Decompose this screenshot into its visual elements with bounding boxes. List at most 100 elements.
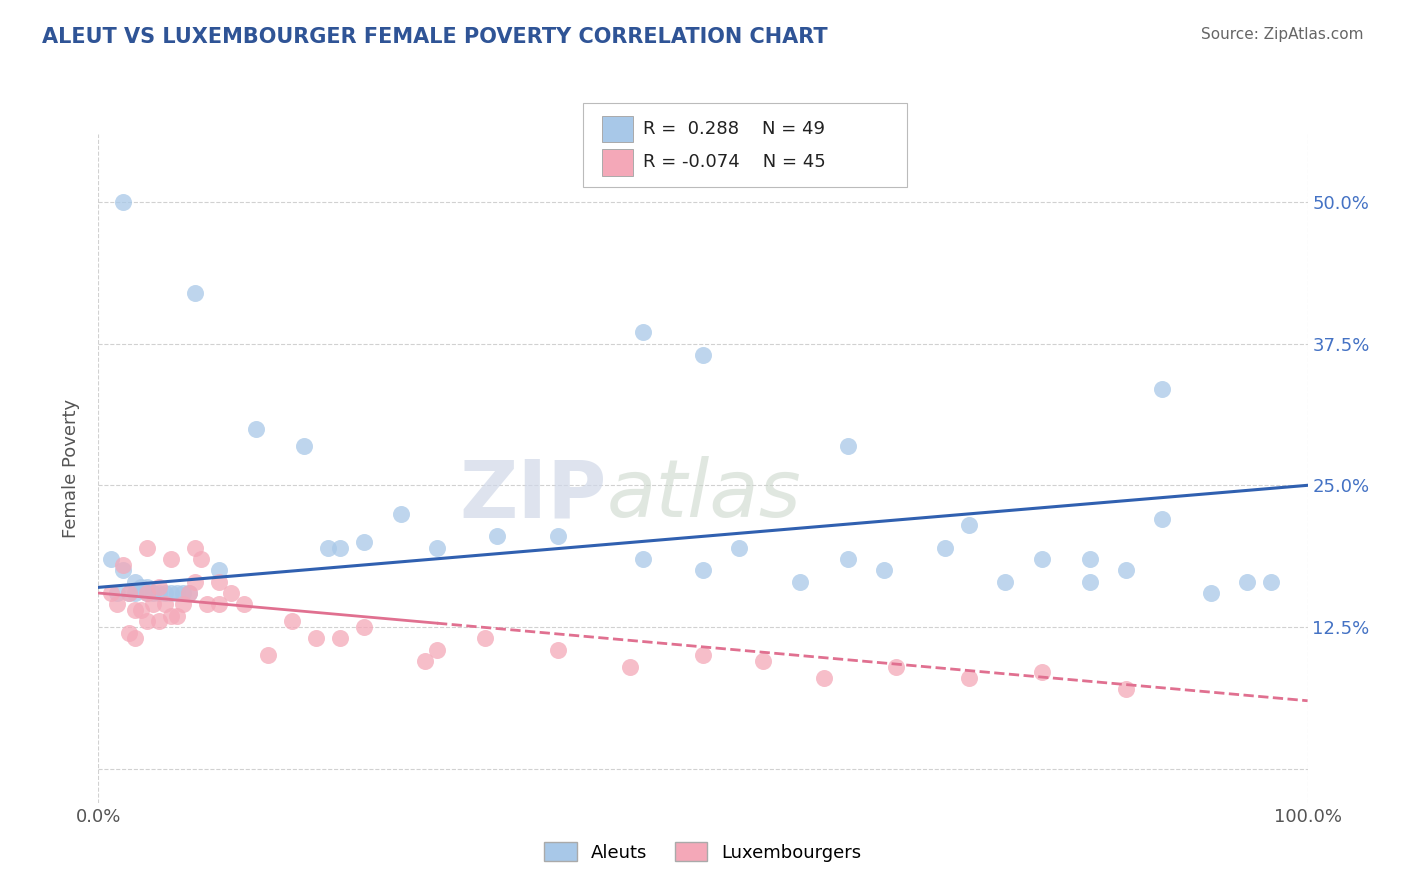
Point: [135, 580, 157, 594]
Point: [179, 586, 201, 600]
Point: [547, 642, 569, 657]
Point: [184, 285, 207, 300]
Point: [486, 529, 509, 543]
Point: [166, 586, 188, 600]
Point: [631, 552, 654, 566]
Point: [245, 422, 267, 436]
Point: [160, 552, 183, 566]
Point: [789, 574, 811, 589]
Point: [148, 580, 170, 594]
Point: [135, 541, 157, 555]
Point: [957, 671, 980, 685]
Text: ALEUT VS LUXEMBOURGER FEMALE POVERTY CORRELATION CHART: ALEUT VS LUXEMBOURGER FEMALE POVERTY COR…: [42, 27, 828, 46]
Point: [124, 586, 146, 600]
Point: [1199, 586, 1222, 600]
Text: R = -0.074    N = 45: R = -0.074 N = 45: [643, 153, 825, 171]
Point: [118, 625, 141, 640]
Point: [135, 586, 157, 600]
Point: [413, 654, 436, 668]
Point: [1115, 563, 1137, 577]
Point: [692, 348, 714, 362]
Point: [994, 574, 1017, 589]
Point: [692, 563, 714, 577]
Point: [305, 632, 328, 646]
Text: atlas: atlas: [606, 456, 801, 534]
Point: [208, 563, 231, 577]
Point: [111, 563, 134, 577]
Point: [129, 580, 152, 594]
Point: [316, 541, 339, 555]
Point: [129, 603, 152, 617]
Point: [153, 586, 176, 600]
Point: [100, 552, 122, 566]
Text: Source: ZipAtlas.com: Source: ZipAtlas.com: [1201, 27, 1364, 42]
Point: [547, 529, 569, 543]
Legend: Aleuts, Luxembourgers: Aleuts, Luxembourgers: [536, 833, 870, 871]
Point: [292, 439, 315, 453]
Point: [195, 598, 218, 612]
Point: [118, 586, 141, 600]
Point: [124, 632, 146, 646]
Point: [752, 654, 775, 668]
Point: [148, 586, 170, 600]
Point: [124, 603, 146, 617]
Point: [111, 194, 134, 209]
Point: [1078, 552, 1101, 566]
Point: [329, 632, 352, 646]
Point: [886, 659, 908, 673]
Point: [142, 586, 165, 600]
Point: [1236, 574, 1258, 589]
Point: [1078, 574, 1101, 589]
Point: [184, 574, 207, 589]
Point: [160, 608, 183, 623]
Point: [728, 541, 751, 555]
Point: [474, 632, 496, 646]
Text: R =  0.288    N = 49: R = 0.288 N = 49: [643, 120, 824, 138]
Point: [631, 325, 654, 339]
Point: [160, 586, 183, 600]
Point: [1115, 682, 1137, 697]
Point: [124, 574, 146, 589]
Point: [1031, 665, 1053, 680]
Point: [172, 598, 194, 612]
Point: [1152, 382, 1174, 396]
Point: [232, 598, 254, 612]
Point: [105, 598, 128, 612]
Point: [135, 586, 157, 600]
Point: [837, 552, 859, 566]
Point: [692, 648, 714, 663]
Point: [208, 598, 231, 612]
Point: [105, 586, 128, 600]
Point: [873, 563, 896, 577]
Point: [426, 541, 449, 555]
Point: [208, 574, 231, 589]
Point: [1152, 512, 1174, 526]
Point: [1031, 552, 1053, 566]
Point: [353, 620, 375, 634]
Point: [166, 608, 188, 623]
Point: [111, 558, 134, 572]
Point: [353, 535, 375, 549]
Point: [1260, 574, 1282, 589]
Point: [281, 615, 304, 629]
Point: [813, 671, 835, 685]
Point: [837, 439, 859, 453]
Point: [190, 552, 212, 566]
Point: [426, 642, 449, 657]
Point: [142, 598, 165, 612]
Point: [148, 615, 170, 629]
Point: [256, 648, 278, 663]
Point: [221, 586, 243, 600]
Point: [135, 615, 157, 629]
Text: ZIP: ZIP: [458, 456, 606, 534]
Point: [329, 541, 352, 555]
Point: [179, 586, 201, 600]
Point: [118, 586, 141, 600]
Point: [957, 518, 980, 533]
Point: [389, 507, 412, 521]
Y-axis label: Female Poverty: Female Poverty: [62, 399, 80, 538]
Point: [172, 586, 194, 600]
Point: [153, 598, 176, 612]
Point: [934, 541, 956, 555]
Point: [184, 541, 207, 555]
